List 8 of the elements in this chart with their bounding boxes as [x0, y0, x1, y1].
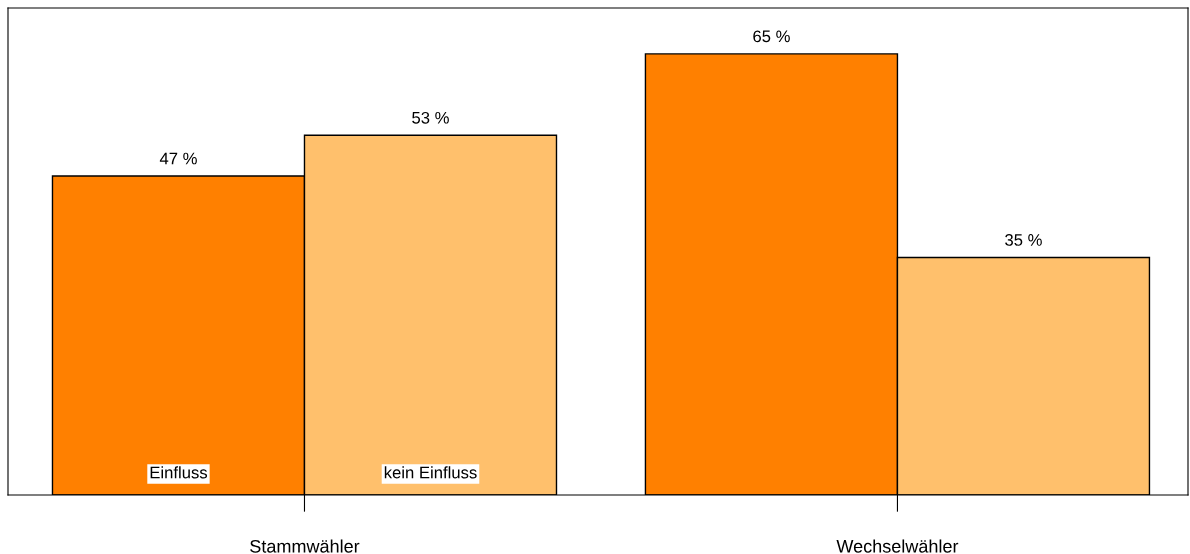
- data-label: 53 %: [412, 111, 449, 124]
- x-tick-label: Stammwähler: [250, 539, 360, 553]
- data-label: 65 %: [753, 30, 790, 43]
- data-label: 47 %: [159, 152, 197, 165]
- series-label: Einfluss: [150, 466, 208, 479]
- series-label: kein Einfluss: [384, 466, 477, 479]
- x-tick-label: Wechselwähler: [836, 539, 959, 553]
- data-label: 35 %: [1005, 234, 1042, 246]
